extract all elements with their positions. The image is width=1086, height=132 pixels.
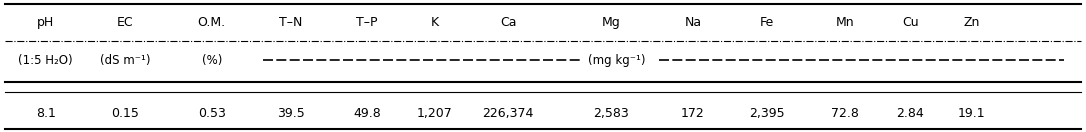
Text: 2.84: 2.84 <box>896 107 924 120</box>
Text: 1,207: 1,207 <box>417 107 452 120</box>
Text: T–P: T–P <box>356 16 378 29</box>
Text: Mg: Mg <box>602 16 621 29</box>
Text: Mn: Mn <box>835 16 855 29</box>
Text: 0.15: 0.15 <box>111 107 139 120</box>
Text: Fe: Fe <box>759 16 774 29</box>
Text: 19.1: 19.1 <box>958 107 986 120</box>
Text: Ca: Ca <box>500 16 517 29</box>
Text: Na: Na <box>684 16 702 29</box>
Text: 39.5: 39.5 <box>277 107 305 120</box>
Text: 172: 172 <box>681 107 705 120</box>
Text: (dS m⁻¹): (dS m⁻¹) <box>100 54 150 67</box>
Text: K: K <box>430 16 439 29</box>
Text: T–N: T–N <box>279 16 303 29</box>
Text: Cu: Cu <box>901 16 919 29</box>
Text: EC: EC <box>116 16 134 29</box>
Text: O.M.: O.M. <box>198 16 226 29</box>
Text: pH: pH <box>37 16 54 29</box>
Text: 0.53: 0.53 <box>198 107 226 120</box>
Text: Zn: Zn <box>963 16 981 29</box>
Text: 49.8: 49.8 <box>353 107 381 120</box>
Text: 2,583: 2,583 <box>594 107 629 120</box>
Text: 8.1: 8.1 <box>36 107 55 120</box>
Text: (mg kg⁻¹): (mg kg⁻¹) <box>589 54 645 67</box>
Text: (%): (%) <box>202 54 222 67</box>
Text: 226,374: 226,374 <box>482 107 534 120</box>
Text: 72.8: 72.8 <box>831 107 859 120</box>
Text: 2,395: 2,395 <box>749 107 784 120</box>
Text: (1:5 H₂O): (1:5 H₂O) <box>18 54 73 67</box>
